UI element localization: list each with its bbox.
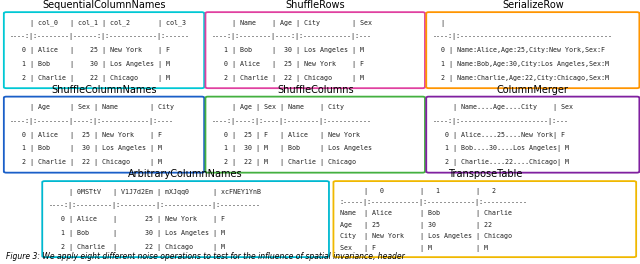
Text: 0 | Alice   |    25 | New York    | F: 0 | Alice | 25 | New York | F [10, 47, 170, 54]
Text: ColumnMerger: ColumnMerger [497, 84, 569, 95]
Text: ----:|:--------|----:|:------------|:----: ----:|:--------|----:|:------------|:---… [10, 118, 174, 125]
Text: 0 | Name:Alice,Age:25,City:New York,Sex:F: 0 | Name:Alice,Age:25,City:New York,Sex:… [433, 47, 605, 54]
Text: Figure 3: We apply eight different noise operations to test for the influence of: Figure 3: We apply eight different noise… [6, 252, 405, 261]
Text: ----:|:----------------------|:---: ----:|:----------------------|:--- [433, 118, 569, 125]
Text: TransposeTable: TransposeTable [447, 169, 522, 179]
Text: 1 | Bob....30....Los Angeles| M: 1 | Bob....30....Los Angeles| M [433, 145, 569, 152]
Text: SerializeRow: SerializeRow [502, 0, 564, 10]
Text: | Age     | Sex | Name        | City: | Age | Sex | Name | City [10, 104, 174, 111]
FancyBboxPatch shape [426, 12, 639, 88]
Text: :-----|:------------|:------------|:-----------: :-----|:------------|:------------|:----… [340, 199, 528, 206]
FancyBboxPatch shape [205, 97, 425, 173]
Text: 0 | Alice   |  25 | New York    | F: 0 | Alice | 25 | New York | F [10, 132, 163, 139]
Text: | Age | Sex | Name    | City: | Age | Sex | Name | City [212, 104, 344, 111]
FancyBboxPatch shape [4, 12, 204, 88]
Text: SequentialColumnNames: SequentialColumnNames [42, 0, 166, 10]
Text: ----:|:--------|----:|:------------|:---: ----:|:--------|----:|:------------|:--- [212, 34, 372, 40]
Text: 2 | Charlie  |       22 | Chicago     | M: 2 | Charlie | 22 | Chicago | M [49, 244, 225, 251]
Text: 1 | Name:Bob,Age:30,City:Los Angeles,Sex:M: 1 | Name:Bob,Age:30,City:Los Angeles,Sex… [433, 61, 609, 68]
FancyBboxPatch shape [426, 97, 639, 173]
Text: | Name    | Age | City        | Sex: | Name | Age | City | Sex [212, 20, 372, 27]
Text: 1 | Bob     |  30 | Los Angeles | M: 1 | Bob | 30 | Los Angeles | M [212, 47, 364, 54]
Text: | Name....Age....City    | Sex: | Name....Age....City | Sex [433, 104, 573, 111]
Text: 0 | Alice....25....New York| F: 0 | Alice....25....New York| F [433, 132, 564, 139]
Text: ShuffleColumns: ShuffleColumns [277, 84, 353, 95]
FancyBboxPatch shape [333, 181, 636, 257]
Text: Sex   | F           | M           | M: Sex | F | M | M [340, 245, 488, 252]
Text: 1 |  30 | M   | Bob     | Los Angeles: 1 | 30 | M | Bob | Los Angeles [212, 145, 372, 152]
Text: 2 | Charlie |  22 | Chicago     | M: 2 | Charlie | 22 | Chicago | M [10, 159, 163, 166]
Text: ----:|:---------|:---------|:------------|:----------: ----:|:---------|:---------|:-----------… [49, 202, 260, 209]
Text: City  | New York    | Los Angeles | Chicago: City | New York | Los Angeles | Chicago [340, 233, 512, 240]
Text: |   0         |   1         |   2: | 0 | 1 | 2 [340, 187, 496, 195]
Text: |: | [433, 20, 445, 27]
Text: 0 |  25 | F   | Alice   | New York: 0 | 25 | F | Alice | New York [212, 132, 360, 139]
Text: 0 | Alice    |       25 | New York    | F: 0 | Alice | 25 | New York | F [49, 216, 225, 223]
Text: 1 | Bob     |    30 | Los Angeles | M: 1 | Bob | 30 | Los Angeles | M [10, 61, 170, 68]
Text: | col_0   | col_1 | col_2       | col_3: | col_0 | col_1 | col_2 | col_3 [10, 20, 186, 27]
Text: 2 | Name:Charlie,Age:22,City:Chicago,Sex:M: 2 | Name:Charlie,Age:22,City:Chicago,Sex… [433, 75, 609, 82]
FancyBboxPatch shape [4, 97, 204, 173]
Text: 2 |  22 | M   | Charlie | Chicago: 2 | 22 | M | Charlie | Chicago [212, 159, 356, 166]
Text: 2 | Charlie |    22 | Chicago     | M: 2 | Charlie | 22 | Chicago | M [10, 75, 170, 82]
Text: 1 | Bob     |  30 | Los Angeles | M: 1 | Bob | 30 | Los Angeles | M [10, 145, 163, 152]
Text: ----:|:--------|------:|:------------|:------: ----:|:--------|------:|:------------|:-… [10, 34, 190, 40]
Text: Name  | Alice       | Bob         | Charlie: Name | Alice | Bob | Charlie [340, 210, 512, 218]
Text: | 0MSTtV   | V1J7d2Em | mXJqq0      | xcFNEY1YnB: | 0MSTtV | V1J7d2Em | mXJqq0 | xcFNEY1Yn… [49, 189, 260, 196]
Text: 0 | Alice   |  25 | New York    | F: 0 | Alice | 25 | New York | F [212, 61, 364, 68]
Text: ArbitraryColumnNames: ArbitraryColumnNames [128, 169, 243, 179]
Text: ----:|----:|:----|:--------|:-----------: ----:|----:|:----|:--------|:----------- [212, 118, 372, 125]
Text: ShuffleColumnNames: ShuffleColumnNames [51, 84, 157, 95]
FancyBboxPatch shape [205, 12, 425, 88]
Text: ----:|:--------------------------------------: ----:|:---------------------------------… [433, 34, 612, 40]
Text: 1 | Bob      |       30 | Los Angeles | M: 1 | Bob | 30 | Los Angeles | M [49, 230, 225, 237]
Text: Age   | 25          | 30          | 22: Age | 25 | 30 | 22 [340, 222, 492, 229]
Text: ShuffleRows: ShuffleRows [285, 0, 345, 10]
Text: 2 | Charlie....22....Chicago| M: 2 | Charlie....22....Chicago| M [433, 159, 569, 166]
FancyBboxPatch shape [42, 181, 329, 257]
Text: 2 | Charlie |  22 | Chicago     | M: 2 | Charlie | 22 | Chicago | M [212, 75, 364, 82]
